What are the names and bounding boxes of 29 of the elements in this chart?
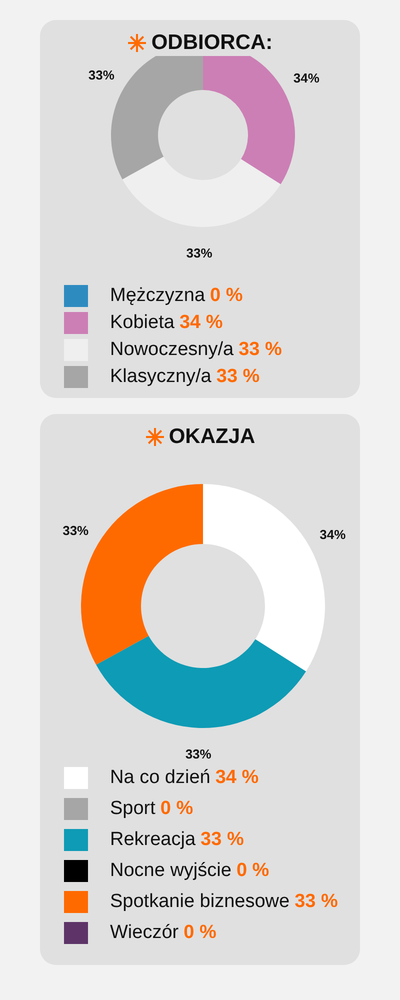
text: 34 % bbox=[179, 312, 223, 334]
data-label: 33% bbox=[88, 67, 115, 82]
data-label: 33% bbox=[62, 523, 90, 538]
legend-label: Wieczór bbox=[110, 922, 179, 944]
text: 33 % bbox=[238, 338, 282, 360]
text: 33 % bbox=[200, 828, 244, 850]
text: 33 % bbox=[294, 890, 338, 912]
text: 34 % bbox=[215, 766, 259, 788]
text: 0 % bbox=[184, 922, 216, 944]
chart-title: OKAZJA bbox=[168, 425, 256, 449]
legend-label: Sport bbox=[110, 798, 156, 820]
text: 0 % bbox=[236, 860, 270, 882]
legend-label: Nowoczesny/a bbox=[110, 338, 234, 360]
legend-label: Na co dzień bbox=[110, 766, 210, 788]
legend-label: Kobieta bbox=[110, 312, 174, 334]
legend-label: Mężczyzna bbox=[110, 284, 206, 306]
data-label: 33% bbox=[186, 245, 213, 260]
data-label: 34% bbox=[293, 70, 320, 86]
donut-slice bbox=[96, 636, 306, 728]
legend-label: Rekreacja bbox=[110, 828, 196, 850]
text: 0 % bbox=[160, 798, 194, 820]
text: 33 % bbox=[216, 366, 260, 388]
text: 0 % bbox=[210, 284, 243, 306]
data-label: 34% bbox=[320, 527, 346, 542]
data-label: 33% bbox=[185, 746, 212, 762]
legend-label: Klasyczny/a bbox=[110, 366, 212, 388]
chart-title: ODBIORCA: bbox=[151, 31, 273, 55]
legend-label: Spotkanie biznesowe bbox=[110, 890, 290, 912]
legend-label: Nocne wyjście bbox=[110, 860, 232, 882]
